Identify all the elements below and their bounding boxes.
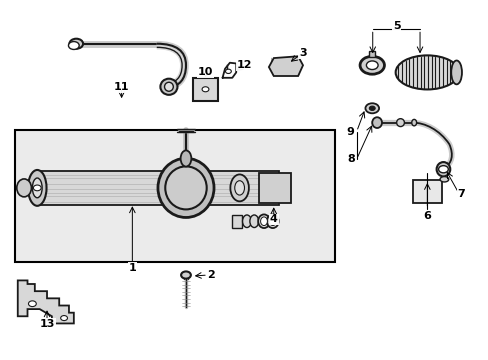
Circle shape: [61, 316, 67, 320]
Circle shape: [438, 166, 447, 173]
Text: 9: 9: [346, 127, 354, 136]
Ellipse shape: [69, 39, 83, 49]
Ellipse shape: [28, 170, 46, 206]
Bar: [368, 51, 374, 57]
Circle shape: [28, 301, 36, 307]
Polygon shape: [268, 56, 303, 76]
Ellipse shape: [32, 178, 42, 198]
Circle shape: [366, 61, 377, 69]
Bar: [193, 78, 217, 101]
Ellipse shape: [371, 117, 381, 128]
Ellipse shape: [395, 55, 458, 89]
Ellipse shape: [230, 175, 248, 201]
Ellipse shape: [260, 217, 267, 226]
Ellipse shape: [249, 215, 258, 228]
Ellipse shape: [180, 150, 191, 167]
Ellipse shape: [164, 82, 173, 91]
Ellipse shape: [242, 215, 251, 228]
Ellipse shape: [258, 215, 269, 228]
Circle shape: [33, 185, 41, 191]
Text: 5: 5: [392, 21, 400, 31]
Ellipse shape: [266, 215, 278, 228]
Text: 2: 2: [207, 270, 215, 280]
Ellipse shape: [269, 217, 276, 226]
Ellipse shape: [160, 79, 177, 95]
Polygon shape: [18, 280, 74, 323]
Circle shape: [225, 69, 231, 73]
Bar: [412, 180, 441, 203]
Ellipse shape: [68, 41, 79, 49]
Text: 7: 7: [457, 189, 465, 199]
Ellipse shape: [234, 181, 244, 195]
Ellipse shape: [181, 271, 190, 279]
Ellipse shape: [17, 179, 31, 197]
Bar: [232, 215, 242, 228]
Bar: [259, 173, 290, 203]
Ellipse shape: [158, 158, 214, 217]
Circle shape: [359, 56, 384, 74]
Ellipse shape: [396, 119, 404, 127]
Text: 8: 8: [346, 154, 354, 164]
Circle shape: [365, 103, 378, 113]
Bar: [15, 130, 334, 262]
Ellipse shape: [436, 162, 449, 176]
Ellipse shape: [165, 166, 206, 210]
Text: 3: 3: [299, 48, 306, 58]
Bar: [35, 171, 278, 205]
Text: 1: 1: [128, 263, 136, 273]
Text: 13: 13: [39, 319, 55, 329]
Text: 11: 11: [114, 82, 129, 92]
Text: 10: 10: [198, 67, 213, 77]
Text: 6: 6: [423, 211, 430, 221]
Ellipse shape: [439, 177, 448, 182]
Circle shape: [368, 106, 374, 111]
Text: 4: 4: [269, 215, 277, 224]
Ellipse shape: [411, 120, 416, 126]
Circle shape: [202, 87, 208, 92]
Text: 12: 12: [236, 60, 252, 70]
Ellipse shape: [450, 60, 461, 84]
